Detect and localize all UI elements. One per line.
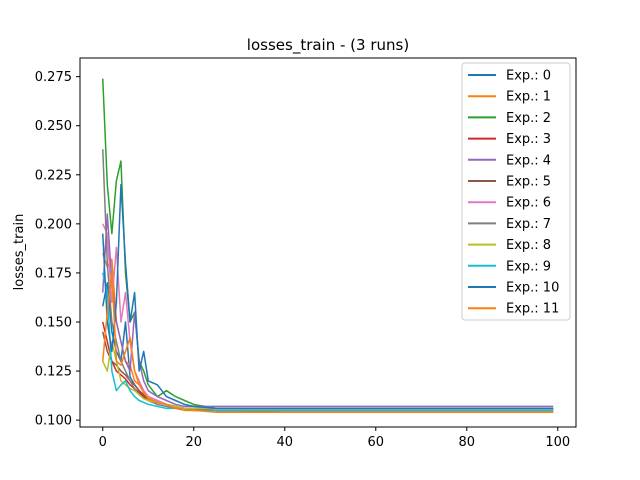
legend-label-8: Exp.: 8 (506, 238, 551, 253)
y-tick-label: 0.200 (35, 217, 72, 232)
legend-label-6: Exp.: 6 (506, 196, 551, 211)
legend-label-5: Exp.: 5 (506, 175, 551, 190)
legend-label-1: Exp.: 1 (506, 90, 551, 105)
legend-label-7: Exp.: 7 (506, 217, 551, 232)
legend-label-0: Exp.: 0 (506, 69, 551, 84)
y-axis-label: losses_train (12, 214, 27, 291)
series-line-9 (102, 272, 554, 412)
legend-label-9: Exp.: 9 (506, 259, 551, 274)
legend-box (461, 62, 571, 321)
legend-label-11: Exp.: 11 (506, 302, 559, 317)
x-tick-label: 60 (368, 435, 385, 450)
legend-label-10: Exp.: 10 (506, 281, 559, 296)
legend-label-4: Exp.: 4 (506, 153, 551, 168)
y-tick-label: 0.100 (35, 414, 72, 429)
y-tick-label: 0.225 (35, 168, 72, 183)
legend: Exp.: 0 Exp.: 1 Exp.: 2 Exp.: 3 Exp.: 4 Exp.:… (461, 62, 571, 321)
x-axis-ticks: 0 20 40 60 80 100 (99, 427, 570, 450)
y-tick-label: 0.250 (35, 119, 72, 134)
x-tick-label: 40 (276, 435, 293, 450)
x-tick-label: 0 (99, 435, 107, 450)
legend-items: Exp.: 0 Exp.: 1 Exp.: 2 Exp.: 3 Exp.: 4 Exp.:… (468, 69, 559, 317)
plot-frame (79, 57, 577, 428)
y-tick-label: 0.150 (35, 315, 72, 330)
y-tick-label: 0.175 (35, 266, 72, 281)
series-layer (102, 78, 554, 414)
y-axis-ticks: 0.100 0.125 0.150 0.175 0.200 0.225 0.250 0.275 (35, 70, 80, 429)
series-line-4 (102, 213, 554, 408)
legend-label-2: Exp.: 2 (506, 111, 551, 126)
x-tick-label: 20 (185, 435, 202, 450)
y-tick-label: 0.125 (35, 365, 72, 380)
x-tick-label: 100 (545, 435, 570, 450)
series-line-11 (102, 272, 554, 414)
series-line-10 (102, 183, 554, 410)
y-tick-label: 0.275 (35, 70, 72, 85)
legend-label-3: Exp.: 3 (506, 132, 551, 147)
x-tick-label: 80 (459, 435, 476, 450)
chart-title: losses_train - (3 runs) (247, 36, 409, 55)
